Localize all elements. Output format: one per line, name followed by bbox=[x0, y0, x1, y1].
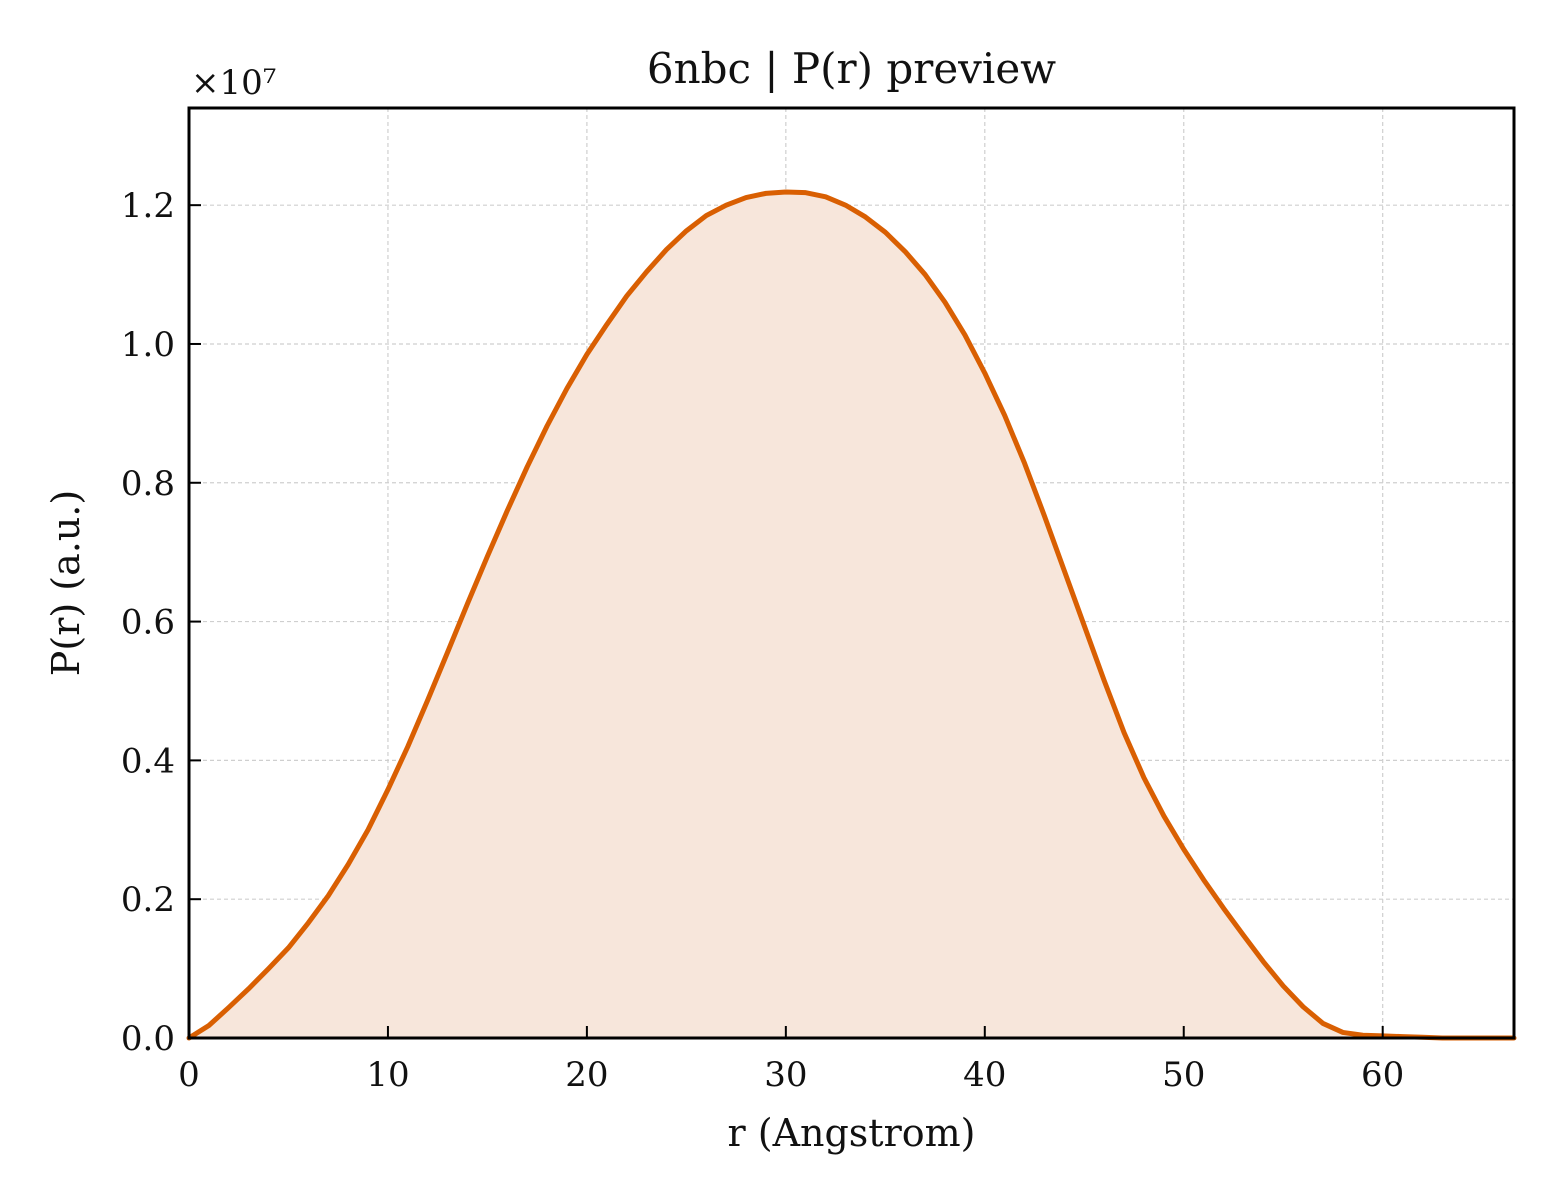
y-axis-label: P(r) (a.u.) bbox=[44, 490, 88, 676]
chart-title: 6nbc | P(r) preview bbox=[647, 44, 1056, 93]
y-tick-label: 0.6 bbox=[121, 603, 175, 643]
x-axis-label: r (Angstrom) bbox=[728, 1111, 976, 1155]
y-axis-multiplier: ×10⁷ bbox=[191, 63, 276, 103]
x-tick-label: 20 bbox=[565, 1055, 608, 1095]
series-line bbox=[186, 189, 1517, 1041]
series-layer bbox=[186, 189, 1517, 1041]
y-tick-label: 1.2 bbox=[121, 186, 175, 226]
x-tick-label: 30 bbox=[764, 1055, 807, 1095]
x-tick-label: 40 bbox=[963, 1055, 1006, 1095]
y-tick-label: 0.8 bbox=[121, 464, 175, 504]
x-tick-label: 60 bbox=[1361, 1055, 1404, 1095]
y-tick-label: 0.4 bbox=[121, 741, 175, 781]
y-tick-label: 0.0 bbox=[121, 1019, 175, 1059]
x-tick-label: 0 bbox=[178, 1055, 200, 1095]
y-tick-label: 1.0 bbox=[121, 325, 175, 365]
tick-layer: 0 10 20 30 40 50 60 0.0 0.2 0.4 0.6 0.8 1.0 1.2 bbox=[121, 186, 1404, 1095]
series-area-fill bbox=[189, 191, 1514, 1039]
plot-frame bbox=[187, 106, 1516, 1040]
x-tick-label: 50 bbox=[1162, 1055, 1205, 1095]
y-tick-label: 0.2 bbox=[121, 880, 175, 920]
x-tick-label: 10 bbox=[366, 1055, 409, 1095]
